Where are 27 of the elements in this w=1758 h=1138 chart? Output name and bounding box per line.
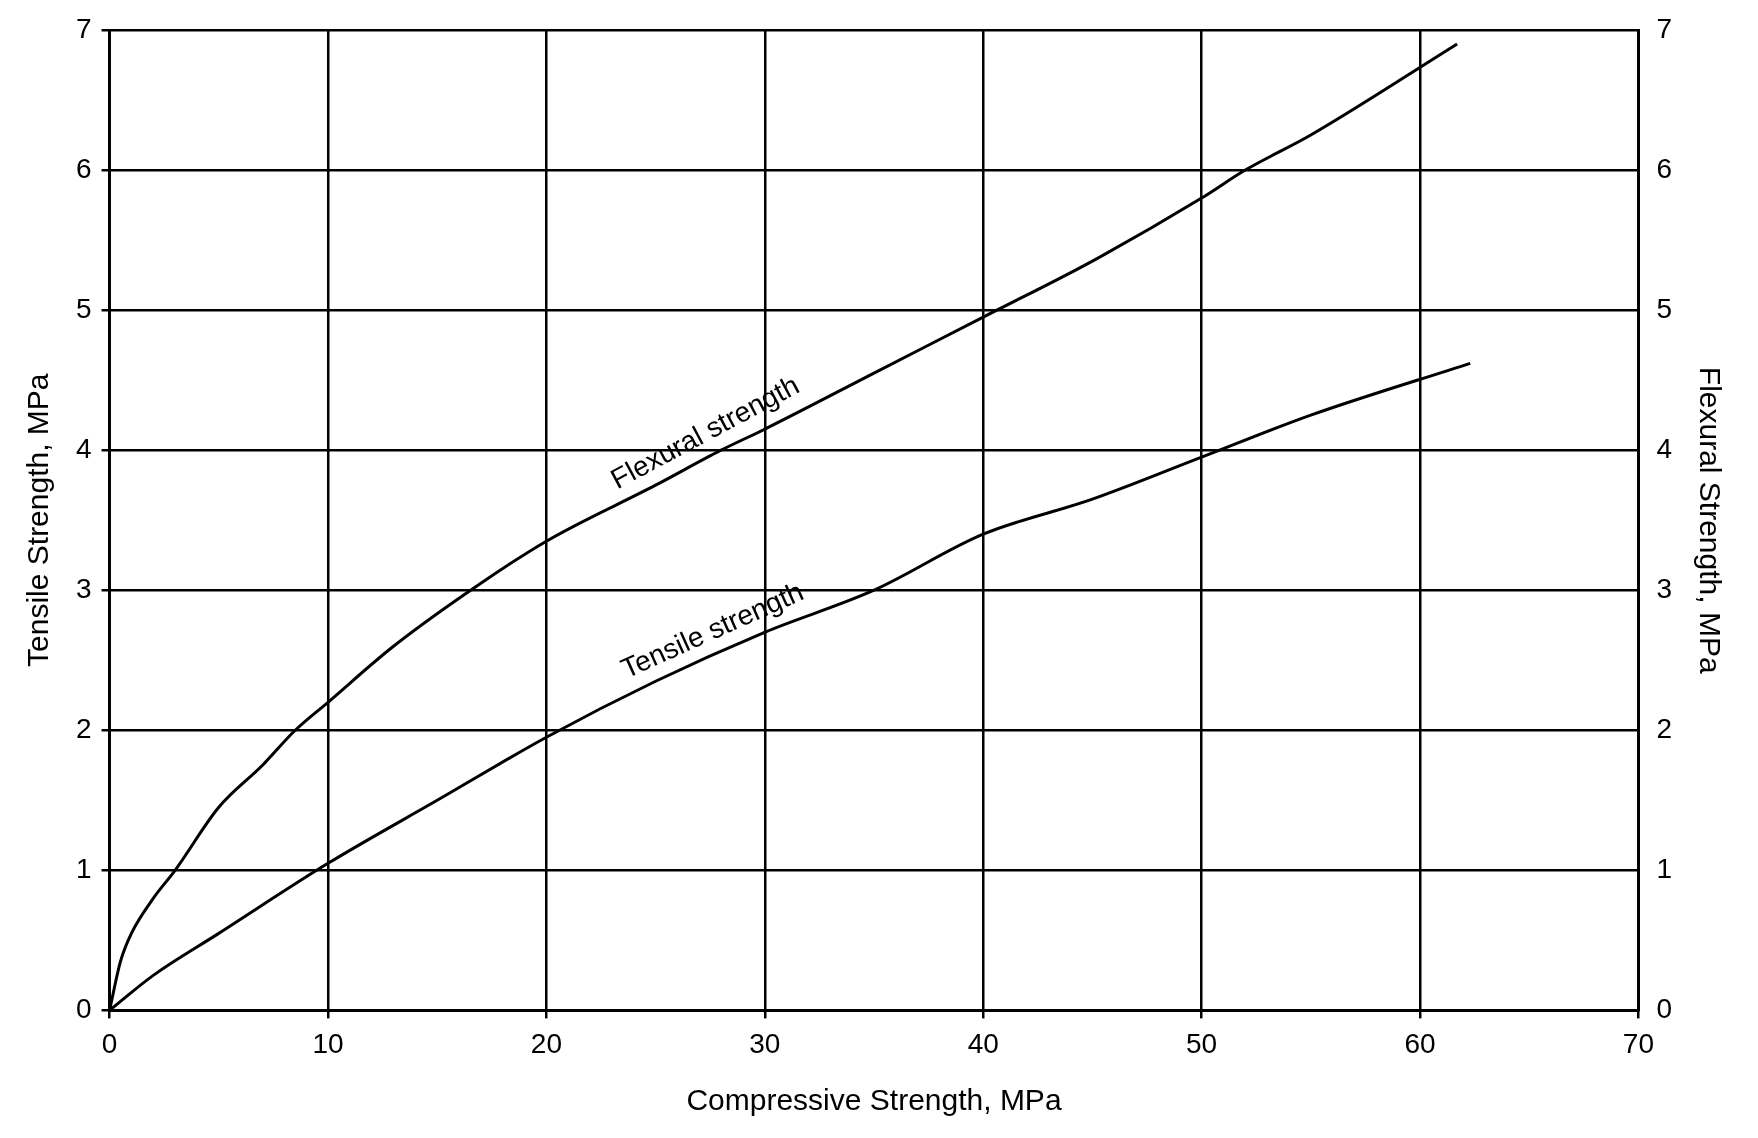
y2-tick-label: 6 [1656,152,1673,184]
y2-tick-label: 0 [1656,993,1673,1025]
y-tick-label: 5 [75,292,92,324]
y2-tick-label: 2 [1656,713,1673,744]
x-tick-label: 10 [312,1027,344,1059]
y2-tick-label: 1 [1656,853,1673,885]
y-tick-label: 4 [75,432,92,464]
y2-tick-label: 4 [1656,432,1673,464]
x-tick-label: 30 [749,1027,781,1059]
y2-tick-label: 7 [1656,12,1673,44]
y2-axis-title: Flexural Strength, MPa [1693,366,1727,674]
y-tick-label: 2 [75,713,92,744]
y2-tick-label: 5 [1656,292,1673,324]
x-tick-label: 70 [1622,1027,1655,1059]
x-tick-label: 20 [530,1027,562,1059]
y-tick-label: 3 [75,572,92,604]
x-tick-label: 60 [1404,1027,1436,1059]
y-tick-label: 1 [75,853,92,885]
x-tick-label: 0 [101,1027,118,1059]
y-tick-label: 0 [75,993,92,1025]
y2-tick-label: 3 [1656,572,1673,604]
y-axis-title: Tensile Strength, MPa [21,373,55,667]
y-tick-label: 6 [75,152,92,184]
x-tick-label: 50 [1186,1027,1218,1059]
x-tick-label: 40 [967,1027,999,1059]
y-tick-label: 7 [75,12,92,44]
x-axis-title: Compressive Strength, MPa [686,1083,1062,1117]
